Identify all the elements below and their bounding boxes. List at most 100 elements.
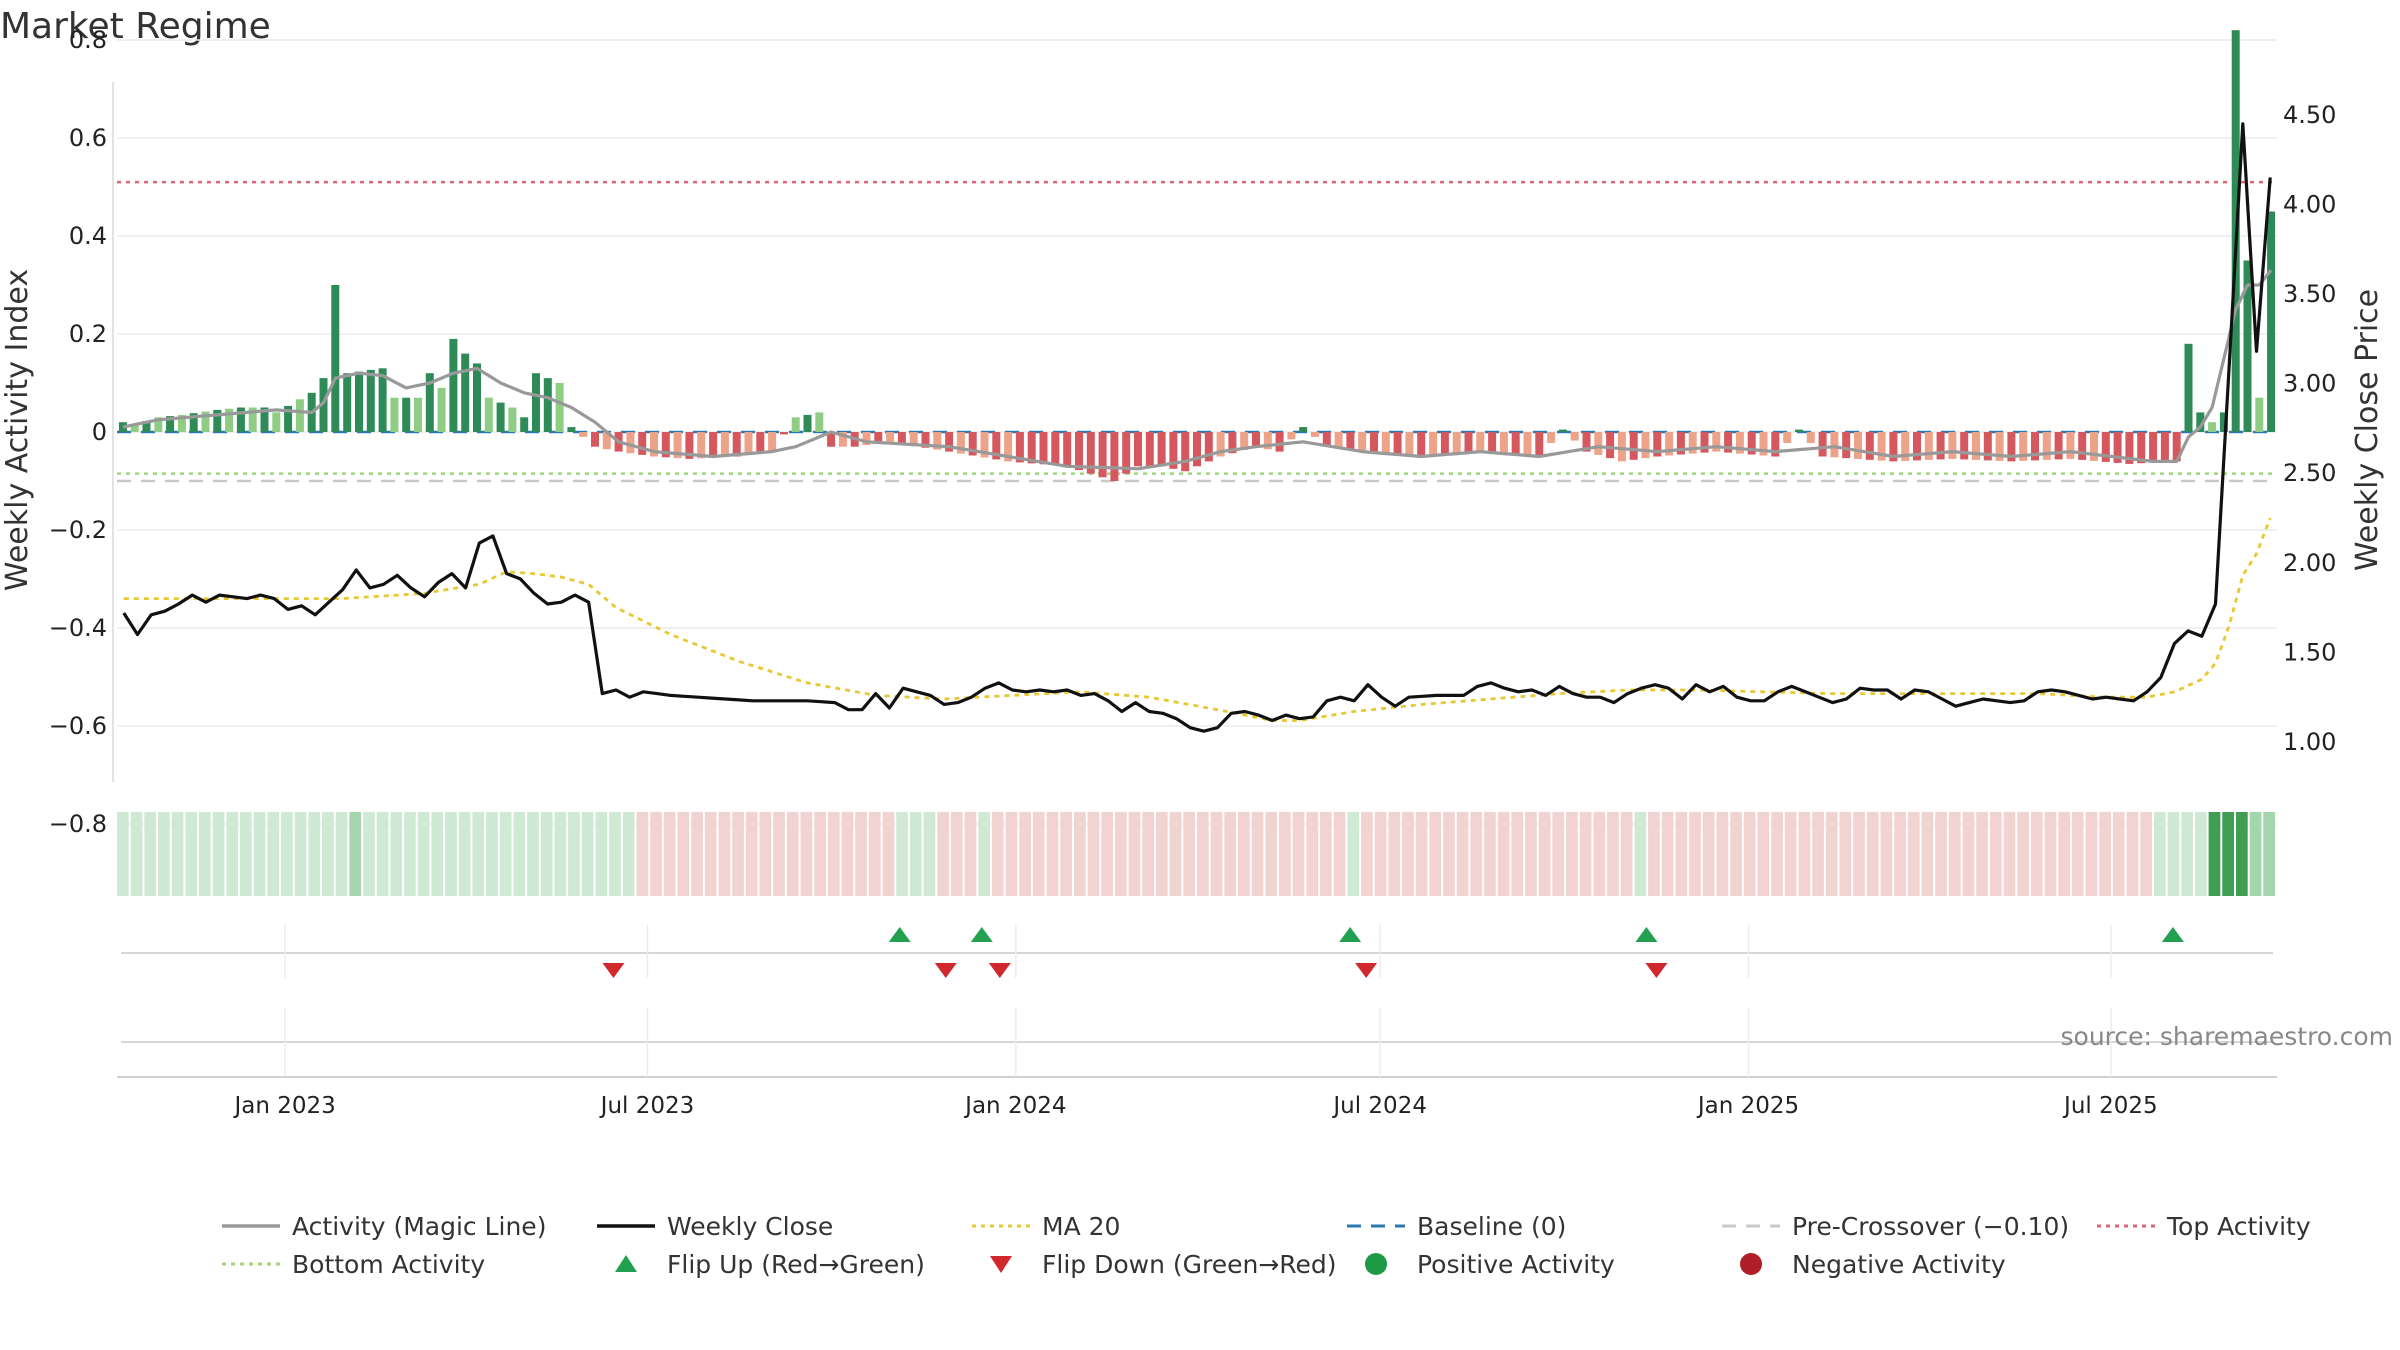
activity-bar bbox=[449, 338, 458, 432]
regime-cell bbox=[1415, 812, 1428, 896]
regime-cell bbox=[1921, 812, 1934, 896]
activity-bar bbox=[685, 432, 694, 459]
activity-bar bbox=[1735, 432, 1744, 454]
regime-cell bbox=[1279, 812, 1291, 896]
activity-bar bbox=[874, 432, 883, 444]
regime-cell bbox=[1224, 812, 1236, 896]
left-axis-title: Weekly Activity Index bbox=[0, 269, 35, 591]
activity-bar bbox=[225, 408, 234, 432]
activity-bar bbox=[1700, 432, 1709, 453]
activity-bar bbox=[1783, 432, 1792, 443]
regime-cell bbox=[417, 812, 430, 896]
regime-cell bbox=[253, 812, 266, 896]
activity-bar bbox=[1216, 432, 1225, 457]
regime-cell bbox=[1538, 812, 1551, 896]
regime-cell bbox=[376, 812, 389, 896]
activity-bar bbox=[201, 411, 210, 432]
activity-bar bbox=[650, 432, 658, 457]
regime-cell bbox=[1593, 812, 1606, 896]
flip-markers bbox=[121, 925, 2273, 978]
activity-bar bbox=[343, 373, 352, 432]
activity-bar bbox=[567, 427, 576, 432]
regime-cell bbox=[1689, 812, 1701, 896]
regime-cell bbox=[1552, 812, 1565, 896]
activity-bar bbox=[402, 397, 411, 432]
regime-cell bbox=[1101, 812, 1113, 896]
activity-bar bbox=[862, 432, 871, 446]
regime-cell bbox=[663, 812, 676, 896]
activity-bar bbox=[1948, 432, 1957, 459]
regime-cell bbox=[868, 812, 881, 896]
regime-cell bbox=[595, 812, 608, 896]
activity-bar bbox=[1393, 432, 1402, 455]
regime-cell bbox=[431, 812, 444, 896]
flip-down-marker bbox=[988, 963, 1011, 978]
regime-cell bbox=[622, 812, 635, 896]
regime-cell bbox=[1853, 812, 1865, 896]
activity-bar bbox=[1110, 432, 1119, 481]
activity-bar bbox=[1972, 432, 1980, 460]
regime-cell bbox=[322, 812, 334, 896]
activity-bar bbox=[1594, 432, 1603, 455]
date-tick-label: Jul 2024 bbox=[1331, 1093, 1427, 1119]
activity-bar bbox=[496, 402, 505, 432]
regime-cell bbox=[1798, 812, 1811, 896]
regime-cell bbox=[581, 812, 594, 896]
activity-bar bbox=[461, 353, 470, 432]
activity-bar bbox=[1252, 432, 1260, 447]
legend-swatch bbox=[1365, 1253, 1387, 1275]
flip-down-marker bbox=[1645, 963, 1668, 978]
regime-cell bbox=[609, 812, 621, 896]
activity-bar bbox=[1476, 432, 1485, 452]
activity-bar bbox=[1653, 432, 1662, 457]
regime-cell bbox=[554, 812, 567, 896]
regime-cell bbox=[1361, 812, 1373, 896]
activity-bar bbox=[1405, 432, 1414, 456]
activity-bar bbox=[1983, 432, 1992, 461]
regime-cell bbox=[841, 812, 854, 896]
regime-cell bbox=[1456, 812, 1469, 896]
regime-cell bbox=[1743, 812, 1756, 896]
series-lines bbox=[122, 122, 2273, 733]
activity-bar bbox=[638, 432, 647, 455]
activity-bar bbox=[355, 371, 363, 432]
regime-cell bbox=[2236, 812, 2248, 896]
regime-cell bbox=[1716, 812, 1729, 896]
regime-cell bbox=[2058, 812, 2070, 896]
right-tick-label: 3.50 bbox=[2283, 280, 2336, 308]
right-tick-label: 2.00 bbox=[2283, 549, 2336, 577]
activity-bar bbox=[1960, 432, 1969, 460]
regime-cell bbox=[800, 812, 813, 896]
activity-bar bbox=[248, 407, 257, 432]
flip-up-marker bbox=[1339, 927, 1362, 942]
ma20-line bbox=[123, 517, 2272, 722]
regime-cell bbox=[1989, 812, 2002, 896]
legend-label: Positive Activity bbox=[1417, 1250, 1615, 1279]
activity-bar bbox=[1346, 432, 1355, 450]
activity-bar bbox=[414, 397, 422, 432]
legend-label: Activity (Magic Line) bbox=[292, 1212, 546, 1241]
legend-label: Weekly Close bbox=[667, 1212, 833, 1241]
regime-cell bbox=[882, 812, 895, 896]
regime-cell bbox=[2099, 812, 2111, 896]
regime-cell bbox=[499, 812, 512, 896]
activity-bar bbox=[1795, 429, 1803, 432]
activity-bars bbox=[118, 30, 2276, 481]
activity-bar bbox=[378, 368, 387, 432]
legend-label: Bottom Activity bbox=[292, 1250, 485, 1279]
activity-bar bbox=[909, 432, 918, 446]
activity-bar bbox=[1759, 432, 1768, 456]
activity-bar bbox=[697, 432, 706, 459]
date-tick-label: Jan 2024 bbox=[963, 1093, 1066, 1119]
regime-cell bbox=[1497, 812, 1510, 896]
legend-label: Negative Activity bbox=[1792, 1250, 2006, 1279]
activity-bar bbox=[2078, 432, 2087, 460]
activity-bar bbox=[130, 424, 139, 432]
activity-bar bbox=[779, 432, 788, 435]
activity-bar bbox=[756, 432, 765, 454]
regime-cell bbox=[923, 812, 936, 896]
activity-bar bbox=[1169, 432, 1178, 469]
activity-bar bbox=[272, 412, 281, 432]
regime-cell bbox=[677, 812, 690, 896]
activity-bar bbox=[2184, 343, 2193, 432]
